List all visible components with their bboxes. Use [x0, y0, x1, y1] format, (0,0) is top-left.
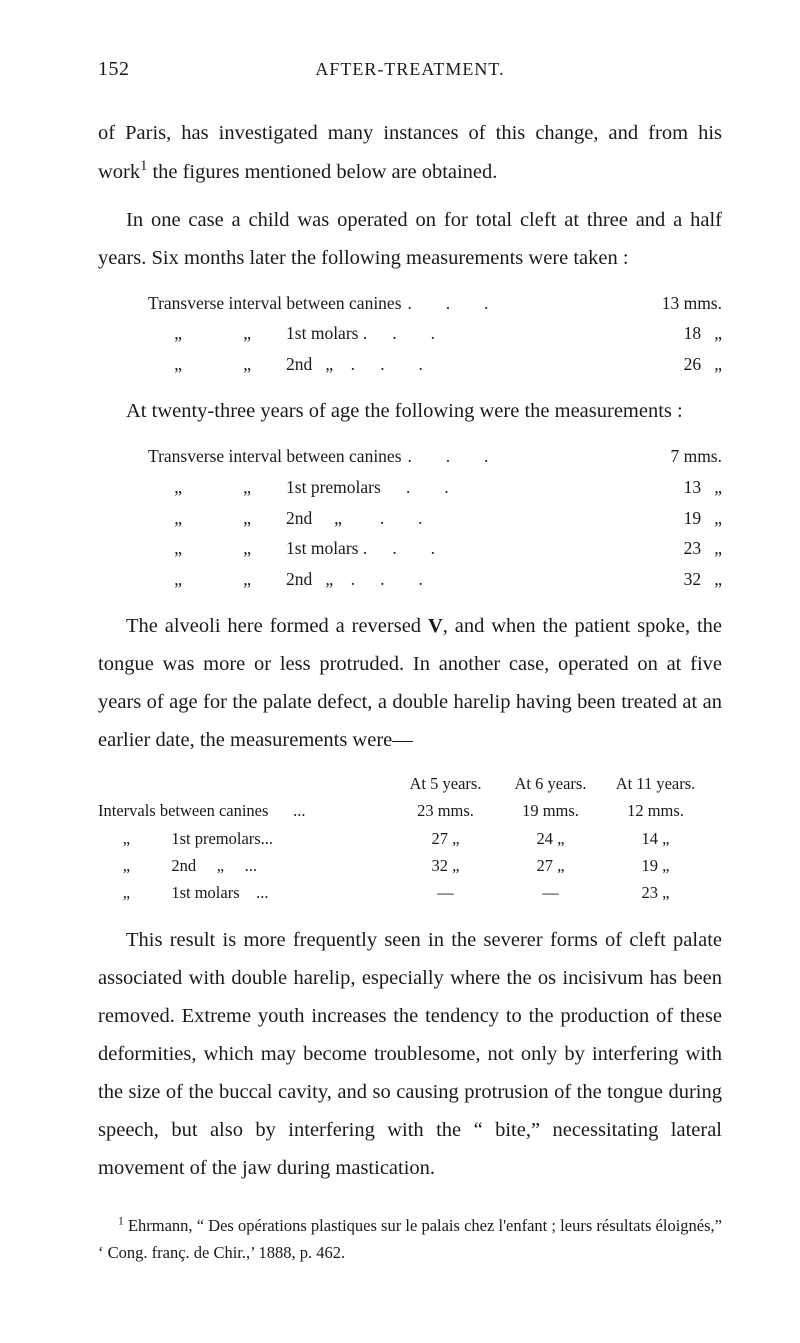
paragraph-4: The alveoli here formed a reversed V, an…	[98, 608, 722, 760]
table-cell: „ 1st premolars...	[98, 825, 393, 852]
table-dots: . .	[367, 318, 632, 349]
table-row: „ „ 2nd „ . . . 32 „	[148, 564, 722, 595]
table-header: At 11 years.	[603, 770, 708, 797]
page: 152 AFTER-TREATMENT. of Paris, has inves…	[0, 0, 800, 1343]
table-label: Transverse interval between canines	[148, 441, 402, 472]
table-header	[98, 770, 393, 797]
table-dots: . .	[355, 564, 632, 595]
table-row: Transverse interval between canines . . …	[148, 288, 722, 319]
paragraph-3: At twenty-three years of age the followi…	[98, 393, 722, 431]
paragraph-5: This result is more frequently seen in t…	[98, 922, 722, 1187]
para4-b: V	[428, 615, 443, 637]
table-cell: 24 „	[498, 825, 603, 852]
table-label: „ „ 1st molars .	[148, 533, 367, 564]
table-1: Transverse interval between canines . . …	[98, 288, 722, 380]
table-value: 32 „	[632, 564, 722, 595]
table-row: „ 2nd „ ... 32 „ 27 „ 19 „	[98, 852, 722, 879]
table-cell: 23 mms.	[393, 797, 498, 824]
table-cell: 19 „	[603, 852, 708, 879]
table-header-row: At 5 years. At 6 years. At 11 years.	[98, 770, 722, 797]
table-row: „ „ 1st molars . . . 23 „	[148, 533, 722, 564]
table-cell: 32 „	[393, 852, 498, 879]
table-dots: . .	[342, 503, 632, 534]
table-value: 23 „	[632, 533, 722, 564]
table-value: 18 „	[632, 318, 722, 349]
table-dots: . .	[367, 533, 632, 564]
para1-b: the figures mentioned below are obtained…	[147, 161, 497, 183]
table-cell: 12 mms.	[603, 797, 708, 824]
table-row: „ „ 1st molars . . . 18 „	[148, 318, 722, 349]
table-cell: „ 1st molars ...	[98, 879, 393, 906]
table-row: „ 1st premolars... 27 „ 24 „ 14 „	[98, 825, 722, 852]
table-2: Transverse interval between canines . . …	[98, 441, 722, 594]
table-cell: 14 „	[603, 825, 708, 852]
table-row: Transverse interval between canines . . …	[148, 441, 722, 472]
table-cell: —	[393, 879, 498, 906]
table-row: „ „ 2nd „ . . 19 „	[148, 503, 722, 534]
table-row: „ „ 1st premolars . . 13 „	[148, 472, 722, 503]
paragraph-2: In one case a child was operated on for …	[98, 202, 722, 278]
table-label: „ „ 2nd „ .	[148, 349, 355, 380]
table-cell: Intervals between canines ...	[98, 797, 393, 824]
table-cell: 19 mms.	[498, 797, 603, 824]
footnote-text: Ehrmann, “ Des opérations plastiques sur…	[98, 1216, 722, 1262]
running-header: 152 AFTER-TREATMENT.	[98, 58, 722, 81]
table-value: 26 „	[632, 349, 722, 380]
table-header: At 5 years.	[393, 770, 498, 797]
table-cell: 27 „	[393, 825, 498, 852]
para4-a: The alveoli here formed a reversed	[126, 615, 428, 637]
table-value: 19 „	[632, 503, 722, 534]
table-label: „ „ 1st premolars	[148, 472, 381, 503]
table-row: Intervals between canines ... 23 mms. 19…	[98, 797, 722, 824]
table-value: 13 „	[632, 472, 722, 503]
table-label: „ „ 2nd „ .	[148, 564, 355, 595]
table-label: Transverse interval between canines	[148, 288, 402, 319]
table-row: „ 1st molars ... — — 23 „	[98, 879, 722, 906]
table-label: „ „ 2nd „	[148, 503, 342, 534]
table-value: 7 mms.	[632, 441, 722, 472]
table-dots: . .	[355, 349, 632, 380]
table-header: At 6 years.	[498, 770, 603, 797]
table-dots: . .	[381, 472, 632, 503]
table-3: At 5 years. At 6 years. At 11 years. Int…	[98, 770, 722, 906]
running-title: AFTER-TREATMENT.	[98, 59, 722, 80]
table-row: „ „ 2nd „ . . . 26 „	[148, 349, 722, 380]
footnote-1: 1 Ehrmann, “ Des opérations plastiques s…	[98, 1212, 722, 1266]
table-label: „ „ 1st molars .	[148, 318, 367, 349]
table-value: 13 mms.	[632, 288, 722, 319]
table-cell: „ 2nd „ ...	[98, 852, 393, 879]
paragraph-1: of Paris, has investigated many instance…	[98, 115, 722, 192]
table-cell: 27 „	[498, 852, 603, 879]
table-cell: —	[498, 879, 603, 906]
table-dots: . . .	[402, 441, 632, 472]
table-dots: . . .	[402, 288, 632, 319]
table-cell: 23 „	[603, 879, 708, 906]
